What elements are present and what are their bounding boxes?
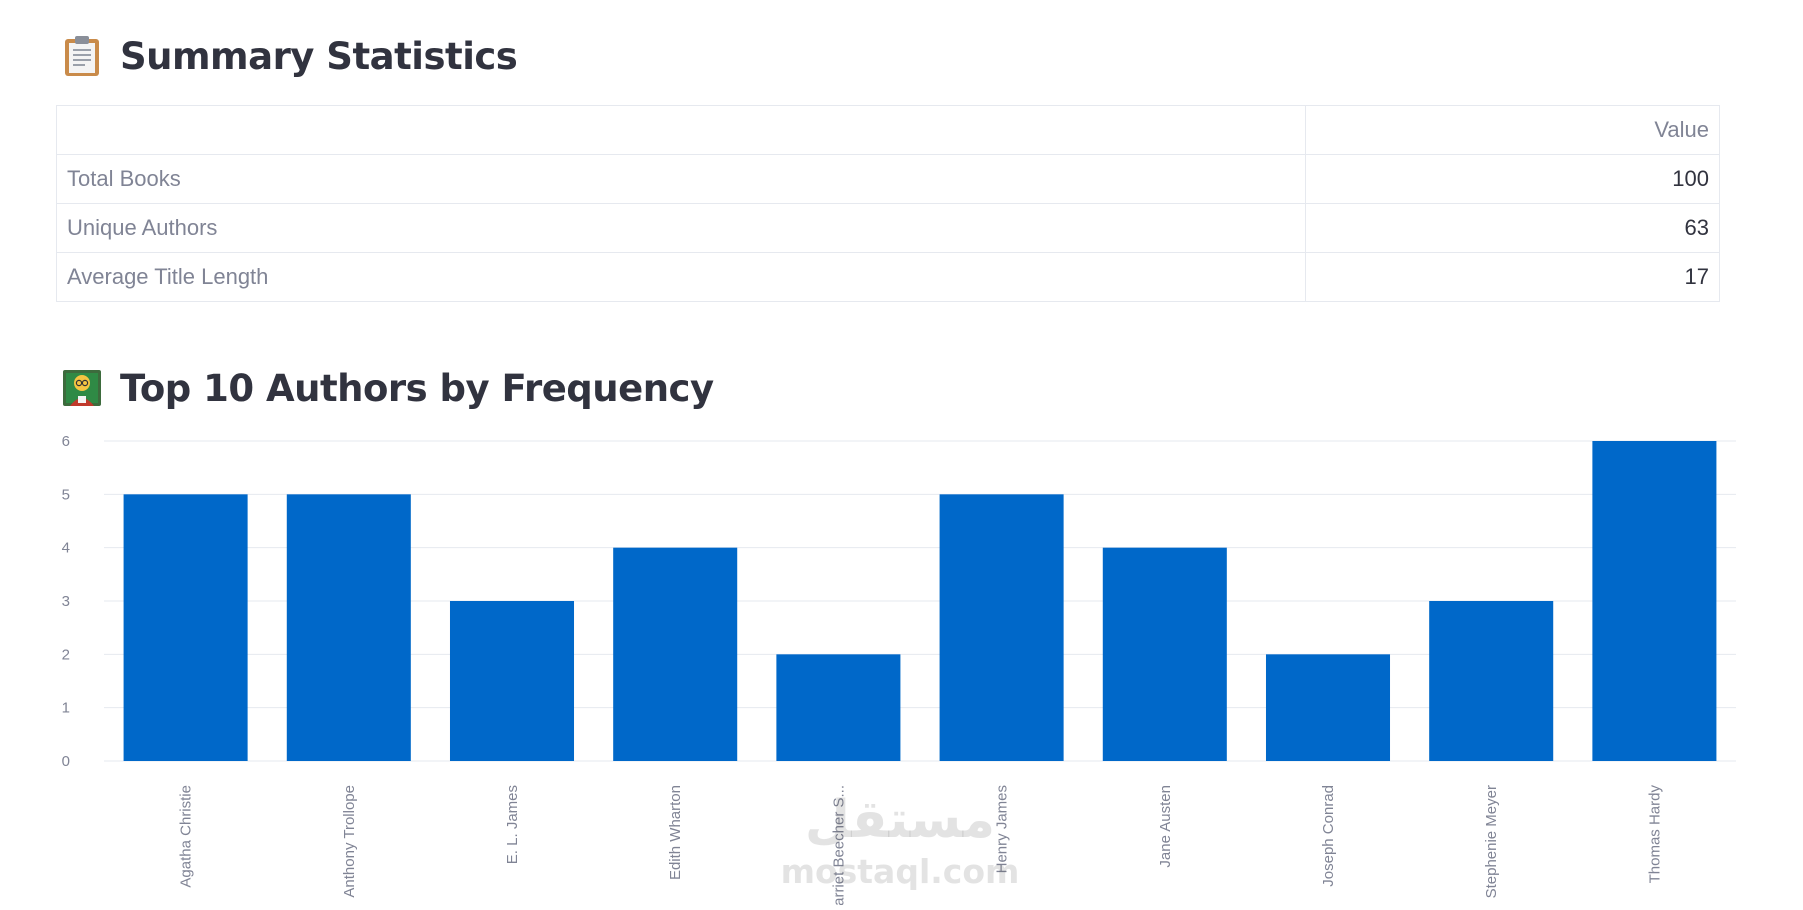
table-header-row: Value	[56, 105, 1720, 155]
x-tick-label: Edith Wharton	[667, 785, 684, 880]
summary-table: Value Total Books 100 Unique Authors 63 …	[56, 105, 1720, 302]
teacher-icon	[63, 370, 101, 406]
row-value: 100	[1305, 154, 1720, 204]
y-tick-label: 3	[62, 593, 70, 610]
y-tick-label: 6	[62, 433, 70, 450]
row-value: 63	[1305, 203, 1720, 253]
x-tick-label: Agatha Christie	[178, 785, 195, 888]
y-tick-label: 0	[62, 753, 70, 770]
bar	[1592, 441, 1717, 761]
summary-heading: Summary Statistics	[62, 30, 518, 82]
y-tick-label: 5	[62, 486, 70, 503]
authors-bar-chart: 0 1 2 3 4 5 6 Agatha Christie Anthony Trollope E.…	[40, 425, 1740, 905]
x-tick-label: Thomas Hardy	[1646, 785, 1663, 884]
table-header-value: Value	[1305, 105, 1720, 155]
row-label: Total Books	[56, 154, 1306, 204]
summary-title: Summary Statistics	[120, 34, 518, 78]
table-row: Unique Authors 63	[56, 203, 1720, 253]
y-tick-label: 2	[62, 646, 70, 663]
row-value: 17	[1305, 252, 1720, 302]
x-tick-label: Anthony Trollope	[341, 785, 358, 898]
table-header-index	[56, 105, 1306, 155]
x-tick-label: Stephenie Meyer	[1483, 785, 1500, 898]
bar	[123, 494, 248, 761]
row-label: Average Title Length	[56, 252, 1306, 302]
clipboard-icon	[65, 36, 99, 76]
x-tick-label: Henry James	[994, 785, 1011, 873]
bar	[939, 494, 1064, 761]
bar	[1265, 654, 1391, 761]
bar	[449, 601, 575, 761]
row-label: Unique Authors	[56, 203, 1306, 253]
chart-svg: 0 1 2 3 4 5 6 Agatha Christie Anthony Trollope E.…	[62, 433, 1736, 905]
authors-title: Top 10 Authors by Frequency	[120, 366, 714, 410]
y-tick-label: 1	[62, 700, 70, 717]
y-tick-label: 4	[62, 540, 70, 557]
authors-heading: Top 10 Authors by Frequency	[62, 362, 714, 414]
bar	[1429, 601, 1554, 761]
table-row: Average Title Length 17	[56, 252, 1720, 302]
table-row: Total Books 100	[56, 154, 1720, 204]
bar	[613, 547, 738, 761]
x-tick-label: E. L. James	[504, 785, 521, 864]
bar	[1102, 547, 1227, 761]
bar	[286, 494, 411, 761]
x-tick-label: Jane Austen	[1157, 785, 1174, 868]
bar	[776, 654, 901, 761]
x-tick-label: Harriet Beecher S...	[830, 785, 847, 905]
x-tick-label: Joseph Conrad	[1320, 785, 1337, 887]
